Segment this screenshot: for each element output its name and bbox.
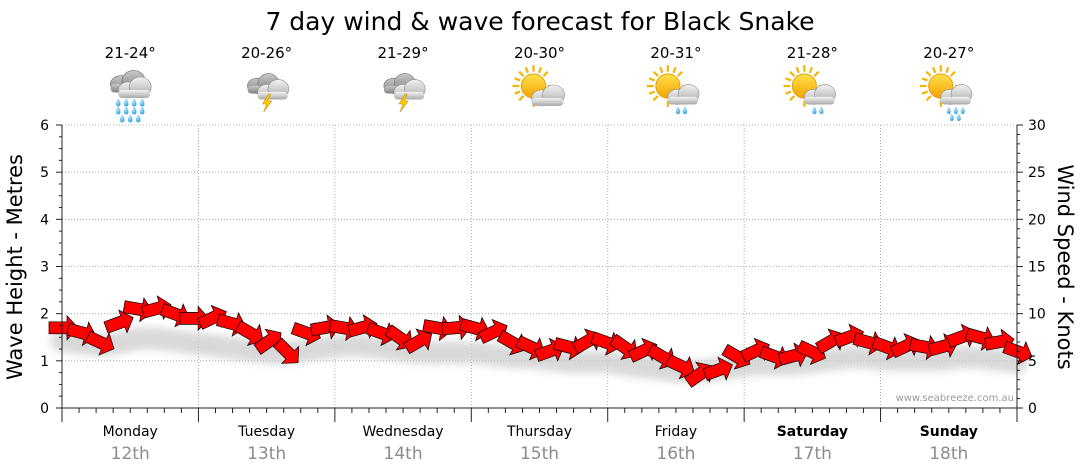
y-tick-label-left: 4 — [40, 212, 49, 228]
chart-axes: 0 1 2 3 4 5 6 0 5 10 15 20 25 30 — [40, 118, 1046, 422]
y-tick-label-right: 0 — [1028, 401, 1037, 417]
day-date: 16th — [656, 444, 695, 464]
y-tick-label-left: 5 — [40, 165, 49, 181]
y-tick-label-right: 30 — [1028, 118, 1046, 134]
sun-rain-icon — [918, 63, 973, 121]
day-temperature: 20-27° — [923, 44, 974, 62]
day-temperature: 21-29° — [378, 44, 429, 62]
day-name: Friday — [655, 424, 697, 440]
wind-arrow-shape — [403, 328, 433, 355]
day-headers: 21-24° 20-26° 21-29° 20-30° 20-31° 21-28° 20-2… — [105, 44, 974, 123]
partly-cloudy-icon — [511, 63, 565, 109]
wind-arrow — [234, 320, 264, 346]
wind-arrow — [702, 356, 733, 381]
y-tick-label-right: 20 — [1028, 212, 1046, 228]
day-temperature: 20-31° — [650, 44, 701, 62]
thunderstorm-icon — [246, 73, 290, 113]
y-tick-label-left: 3 — [40, 260, 49, 276]
watermark: www.seabreeze.com.au — [896, 393, 1014, 404]
rain-icon — [109, 69, 152, 123]
day-date: 14th — [384, 444, 423, 464]
wind-arrow-shape — [234, 320, 264, 346]
y-tick-label-right: 15 — [1028, 260, 1046, 276]
day-date: 15th — [520, 444, 559, 464]
wind-arrow — [103, 309, 134, 334]
day-footers: Monday 12th Tuesday 13th Wednesday 14th Thursd… — [103, 424, 978, 464]
day-name: Saturday — [777, 424, 848, 440]
day-temperature: 21-28° — [787, 44, 838, 62]
y-axis-title-right: Wind Speed - Knots — [1053, 164, 1077, 369]
day-name: Sunday — [920, 424, 978, 440]
sun-shower-icon — [645, 63, 700, 115]
wind-arrow — [272, 337, 300, 364]
wind-arrow — [365, 321, 396, 347]
wind-arrow-shape — [665, 354, 695, 380]
y-tick-label-left: 0 — [40, 401, 49, 417]
day-name: Monday — [103, 424, 158, 440]
wind-arrow-shape — [84, 330, 115, 356]
y-tick-label-left: 6 — [40, 118, 49, 134]
y-tick-label-left: 1 — [40, 354, 49, 370]
wind-arrow — [403, 328, 433, 355]
y-tick-label-right: 5 — [1028, 354, 1037, 370]
wind-arrow — [590, 331, 621, 356]
wind-arrow-shape — [702, 356, 733, 381]
day-date: 12th — [111, 444, 150, 464]
wind-arrow-shape — [272, 337, 300, 364]
day-temperature: 20-26° — [241, 44, 292, 62]
chart-title: 7 day wind & wave forecast for Black Sna… — [265, 7, 814, 36]
day-date: 17th — [793, 444, 832, 464]
sun-shower-icon — [782, 63, 836, 115]
day-name: Thursday — [506, 424, 572, 440]
wind-arrow-shape — [590, 331, 621, 356]
day-temperature: 21-24° — [105, 44, 156, 62]
y-tick-label-left: 2 — [40, 307, 49, 323]
thunderstorm-icon — [383, 73, 426, 113]
day-temperature: 20-30° — [514, 44, 565, 62]
wind-arrow — [84, 330, 115, 356]
wind-arrow — [665, 354, 695, 380]
y-tick-label-right: 25 — [1028, 165, 1046, 181]
day-separators — [198, 125, 881, 408]
day-date: 18th — [929, 444, 968, 464]
y-axis-title-left: Wave Height - Metres — [3, 154, 27, 380]
wind-arrow-shape — [103, 309, 134, 334]
wind-arrow-shape — [365, 321, 396, 347]
wind-arrow-series — [48, 295, 1033, 388]
day-name: Tuesday — [237, 424, 295, 440]
day-name: Wednesday — [363, 424, 444, 440]
day-date: 13th — [247, 444, 286, 464]
y-tick-label-right: 10 — [1028, 307, 1046, 323]
